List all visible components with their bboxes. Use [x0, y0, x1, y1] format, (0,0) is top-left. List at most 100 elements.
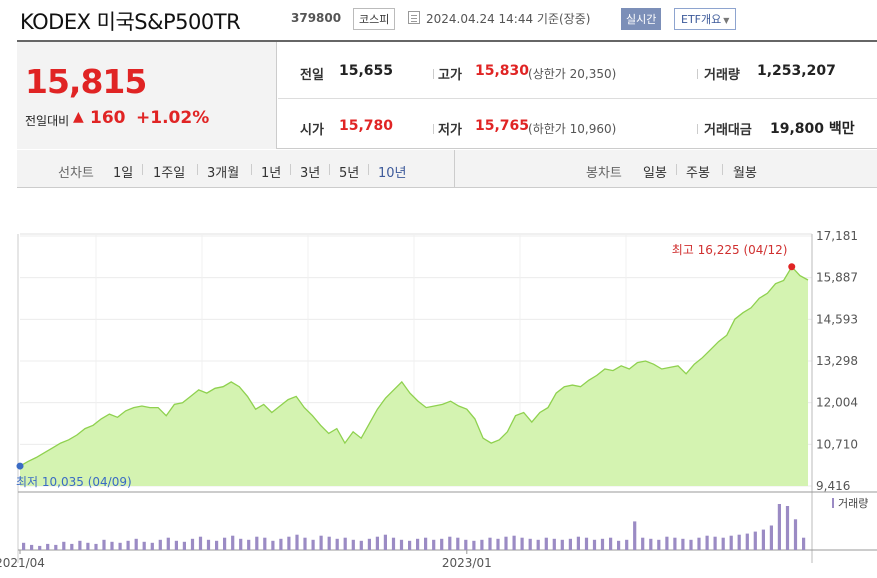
- volume-bar: [665, 536, 669, 550]
- volume-bar: [456, 537, 460, 550]
- volume-bar: [552, 538, 556, 550]
- volume-bar: [625, 539, 629, 550]
- volume-bar: [311, 539, 315, 550]
- lower-limit: (하한가 10,960): [528, 122, 617, 136]
- volume-bar: [30, 544, 34, 550]
- volume-bars: 거래량: [22, 497, 868, 550]
- price-line: [19, 265, 809, 467]
- volume-bar: [78, 540, 82, 550]
- upper-limit-label: 상한가: [532, 67, 566, 81]
- volume-bar: [327, 536, 331, 550]
- volume-bar: [303, 537, 307, 550]
- max-point: [788, 263, 796, 271]
- change-label: 전일대비: [25, 114, 70, 128]
- up-arrow-icon: ▲: [73, 109, 84, 125]
- period-1y[interactable]: 1년: [261, 166, 282, 181]
- volume-bar: [182, 541, 186, 550]
- timestamp: 2024.04.24 14:44 기준(장중): [426, 12, 591, 26]
- high-value: 15,830: [475, 63, 530, 79]
- amount-label: 거래대금: [704, 123, 752, 138]
- volume-bar: [271, 540, 275, 550]
- x-tick-label: 2023/01: [442, 556, 492, 570]
- x-tick-label: 2021/04: [0, 556, 45, 570]
- y-tick-label: 15,887: [816, 271, 858, 285]
- period-3y[interactable]: 3년: [300, 166, 321, 181]
- divider: [197, 164, 198, 175]
- max-annotation: 최고 16,225 (04/12): [672, 243, 788, 257]
- prev-close-value: 15,655: [339, 63, 394, 79]
- volume-bar: [215, 540, 219, 550]
- volume-bar: [295, 534, 299, 550]
- volume-bar: [440, 538, 444, 550]
- volume-bar: [239, 538, 243, 550]
- volume-bar: [480, 539, 484, 550]
- volume-bar: [166, 537, 170, 550]
- candle-weekly[interactable]: 주봉: [686, 166, 710, 181]
- volume-bar: [584, 537, 589, 550]
- y-tick-label: 17,181: [816, 229, 858, 243]
- volume-bar: [793, 519, 798, 550]
- volume-bar: [118, 542, 122, 550]
- volume-bar: [367, 538, 371, 550]
- y-tick-label: 9,416: [816, 479, 850, 493]
- volume-bar: [287, 536, 291, 550]
- volume-bar: [544, 537, 548, 550]
- upper-limit-value: 20,350: [569, 67, 612, 81]
- volume-bar: [464, 539, 468, 550]
- volume-bar: [383, 534, 387, 550]
- volume-bar: [223, 537, 227, 550]
- volume-bar: [94, 543, 98, 550]
- volume-bar: [649, 538, 653, 550]
- change-absolute: 160: [90, 108, 126, 128]
- volume-bar: [681, 538, 685, 550]
- price-chart: 17,181 15,887 14,593 13,298 12,004 10,710 9,41…: [0, 229, 877, 570]
- chart-annotations: 최고 16,225 (04/12) 최저 10,035 (04/09): [16, 243, 796, 489]
- caret-down-icon: ▼: [723, 16, 730, 25]
- upper-limit: (상한가 20,350): [528, 67, 617, 81]
- period-bar-divider: [454, 150, 455, 188]
- prev-close-label: 전일: [300, 68, 324, 83]
- divider: [251, 164, 252, 175]
- realtime-badge[interactable]: 실시간: [621, 8, 662, 30]
- volume-bar: [408, 540, 412, 550]
- period-1w[interactable]: 1주일: [153, 166, 186, 181]
- low-label: 저가: [438, 123, 462, 138]
- divider: [697, 69, 698, 79]
- volume-bar: [737, 534, 741, 550]
- candle-monthly[interactable]: 월봉: [733, 166, 757, 181]
- y-tick-label: 12,004: [816, 396, 858, 410]
- divider: [368, 164, 369, 175]
- volume-bar: [62, 541, 66, 550]
- volume-bar: [375, 536, 379, 550]
- volume-bar: [472, 540, 476, 550]
- volume-bar: [255, 536, 259, 550]
- min-annotation: 최저 10,035 (04/09): [16, 475, 132, 489]
- candle-daily[interactable]: 일봉: [643, 166, 667, 181]
- divider: [676, 164, 677, 175]
- calendar-icon: [408, 11, 420, 24]
- period-10y[interactable]: 10년: [378, 166, 407, 181]
- volume-bar: [335, 538, 339, 550]
- divider: [433, 124, 434, 134]
- market-badge: 코스피: [353, 8, 396, 30]
- etf-overview-button[interactable]: ETF개요 ▼: [674, 8, 737, 30]
- volume-bar: [568, 538, 572, 550]
- period-1d[interactable]: 1일: [113, 166, 134, 181]
- volume-bar: [504, 536, 508, 550]
- period-3m[interactable]: 3개월: [207, 166, 240, 181]
- volume-bar: [359, 540, 363, 550]
- volume-bar: [174, 540, 178, 550]
- volume-bar: [110, 541, 114, 550]
- volume-bar: [134, 538, 138, 550]
- volume-bar: [560, 539, 564, 550]
- volume-bar: [512, 535, 516, 550]
- stock-name: KODEX 미국S&P500TR: [20, 10, 241, 34]
- volume-bar: [263, 537, 267, 550]
- volume-bar: [592, 539, 597, 550]
- lower-limit-value: 10,960: [569, 122, 612, 136]
- volume-bar: [448, 536, 452, 550]
- volume-value: 1,253,207: [757, 63, 836, 79]
- period-5y[interactable]: 5년: [339, 166, 360, 181]
- open-value: 15,780: [339, 118, 394, 134]
- volume-bar: [496, 538, 500, 550]
